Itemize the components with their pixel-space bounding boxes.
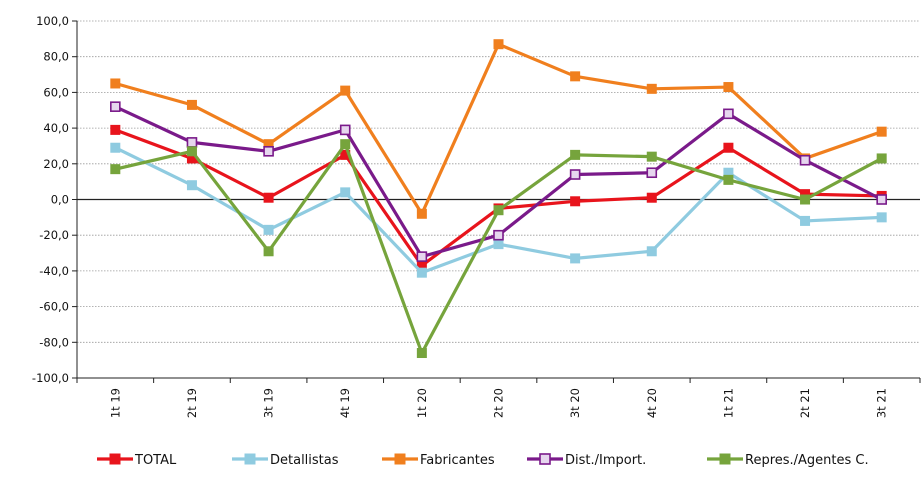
x-tick-label: 3t 19	[262, 388, 276, 418]
legend-swatch-marker	[539, 453, 551, 465]
data-point	[493, 39, 504, 50]
legend-item: Dist./Import.	[527, 453, 646, 468]
legend-swatch-marker	[109, 453, 121, 465]
y-tick-label: 0,0	[51, 193, 69, 207]
data-point	[723, 108, 734, 120]
data-point	[340, 85, 351, 96]
series-lines	[110, 39, 887, 359]
data-point	[646, 167, 658, 179]
data-point	[339, 124, 351, 136]
legend-label: Detallistas	[270, 453, 339, 468]
y-tick-label: 40,0	[43, 121, 69, 135]
data-point	[570, 71, 581, 82]
data-point	[799, 154, 811, 166]
legend-swatch-marker	[719, 453, 731, 465]
data-point	[723, 82, 734, 93]
data-point	[723, 174, 734, 185]
legend-swatch-marker	[394, 453, 406, 465]
y-tick-label: -60,0	[39, 300, 69, 314]
data-point	[493, 205, 504, 216]
data-point	[416, 267, 427, 278]
data-point	[110, 124, 121, 135]
legend-item: Repres./Agentes C.	[707, 453, 869, 468]
x-tick-label: 2t 20	[492, 388, 506, 418]
legend-label: Fabricantes	[420, 453, 495, 468]
data-point	[570, 196, 581, 207]
data-point	[800, 215, 811, 226]
data-point	[416, 348, 427, 359]
data-point	[800, 194, 811, 205]
data-point	[570, 253, 581, 264]
y-tick-label: -80,0	[39, 335, 69, 349]
data-point	[263, 224, 274, 235]
data-point	[263, 246, 274, 257]
data-point	[570, 149, 581, 160]
data-point	[416, 208, 427, 219]
x-tick-label: 4t 20	[645, 388, 659, 418]
data-point	[186, 146, 197, 157]
data-point	[646, 83, 657, 94]
legend: TOTAL Detallistas Fabricantes Dist./Import.…	[97, 453, 869, 468]
data-point	[110, 164, 121, 175]
data-point	[493, 239, 504, 250]
x-tick-label: 3t 20	[568, 388, 582, 418]
data-point	[646, 151, 657, 162]
data-point	[110, 101, 121, 112]
x-tick-label: 2t 19	[185, 388, 199, 418]
data-point	[876, 212, 887, 223]
series-1	[110, 142, 887, 278]
y-tick-label: -100,0	[32, 371, 69, 385]
legend-label: TOTAL	[134, 453, 177, 468]
series-4	[110, 139, 887, 359]
data-point	[646, 246, 657, 257]
x-tick-label: 4t 19	[338, 388, 352, 418]
legend-swatch-marker	[244, 453, 256, 465]
legend-item: Fabricantes	[382, 453, 495, 468]
y-tick-label: 60,0	[43, 85, 69, 99]
data-point	[110, 142, 121, 153]
data-point	[876, 194, 887, 205]
y-tick-label: -20,0	[39, 228, 69, 242]
data-point	[723, 142, 734, 153]
data-point	[110, 78, 121, 89]
y-tick-label: -40,0	[39, 264, 69, 278]
data-point	[340, 139, 351, 150]
axes: 100,0 80,0 60,0 40,0 20,0 0,0 -20,0 -40,0 -60,0 -…	[32, 14, 921, 418]
data-point	[186, 99, 197, 110]
data-point	[186, 137, 198, 148]
y-tick-label: 100,0	[36, 14, 69, 28]
x-tick-label: 1t 20	[415, 388, 429, 418]
x-tick-label: 3t 21	[875, 388, 889, 418]
y-tick-label: 80,0	[43, 50, 69, 64]
y-tick-label: 20,0	[43, 157, 69, 171]
x-tick-label: 1t 21	[721, 388, 735, 418]
data-point	[263, 146, 274, 157]
legend-label: Repres./Agentes C.	[745, 453, 869, 468]
data-point	[263, 192, 274, 203]
legend-item: TOTAL	[97, 453, 177, 468]
data-point	[340, 187, 351, 198]
data-point	[493, 229, 504, 241]
data-point	[416, 251, 428, 262]
data-point	[876, 126, 887, 137]
data-point	[569, 169, 581, 180]
x-tick-label: 2t 21	[798, 388, 812, 418]
legend-item: Detallistas	[232, 453, 339, 468]
data-point	[646, 192, 657, 203]
x-tick-label: 1t 19	[108, 388, 122, 418]
legend-label: Dist./Import.	[565, 453, 646, 468]
data-point	[186, 180, 197, 191]
data-point	[876, 153, 887, 164]
